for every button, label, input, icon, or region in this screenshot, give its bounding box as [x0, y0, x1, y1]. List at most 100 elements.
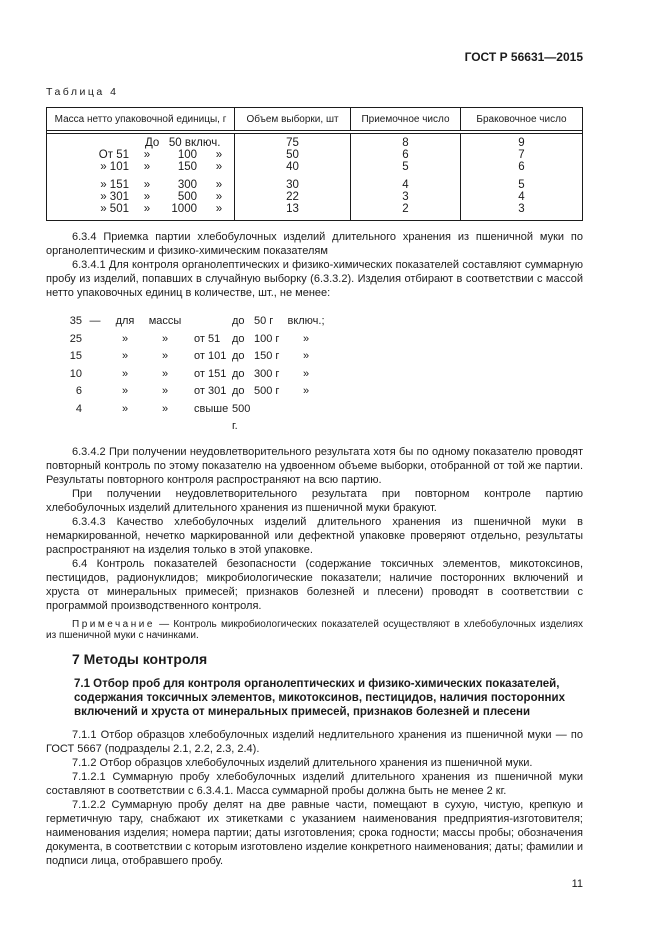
table-body: До 50 включ. От 51 » 100 » » 101 » 150 » » 151… — [47, 134, 582, 220]
table-cell-rejection: 6 — [518, 161, 525, 173]
table-header-rejection: Браковочное число — [476, 113, 567, 125]
table-cell-volume: 22 — [286, 191, 299, 203]
table-column-rejection: 9 7 6 5 4 3 — [461, 134, 582, 220]
ditto-mark: » — [161, 385, 169, 397]
ditto-mark: » — [215, 191, 223, 203]
paragraph-6-3-4: 6.3.4 Приемка партии хлебобулочных издел… — [46, 231, 583, 257]
ditto-mark: » — [161, 332, 169, 345]
table-cell-volume: 75 — [286, 137, 299, 149]
sample-count: 4 — [75, 402, 82, 415]
ditto-mark: » — [121, 350, 129, 362]
table-header-row: Масса нетто упаковочной единицы, г Объем… — [47, 108, 582, 134]
ditto-mark: » — [143, 179, 151, 191]
table-cell-acceptance: 6 — [402, 149, 409, 161]
range-value: 100 г — [254, 332, 280, 345]
table-cell-rejection: 5 — [518, 179, 525, 191]
table-column-mass: До 50 включ. От 51 » 100 » » 101 » 150 » » 151… — [47, 134, 235, 220]
range-value: 500 г — [254, 385, 280, 397]
sampling-row: 6 » » от 301 до 500 г » — [46, 383, 583, 401]
dash — [82, 383, 108, 401]
table-cell-rejection: 4 — [518, 191, 525, 203]
table-cell-volume: 30 — [286, 179, 299, 191]
ditto-mark: » — [215, 149, 223, 161]
paragraph-6-3-4-3: 6.3.4.3 Качество хлебобулочных изделий д… — [46, 515, 583, 556]
table-cell-acceptance: 8 — [402, 137, 409, 149]
ditto-mark: » — [302, 332, 310, 345]
ditto-mark: » — [161, 350, 169, 362]
ditto-mark: » — [121, 402, 129, 415]
paragraph-7-1-1: 7.1.1 Отбор образцов хлебобулочных издел… — [46, 728, 583, 755]
ditto-mark: » — [161, 367, 169, 380]
mass-range-from: » 501 — [100, 203, 129, 215]
sample-count: 6 — [75, 385, 82, 397]
range-value: 300 г — [254, 367, 280, 380]
mass-range-to: 150 — [177, 161, 197, 173]
range-from — [188, 313, 232, 331]
mass-range-to: 300 — [177, 179, 197, 191]
sample-count: 15 — [69, 350, 82, 362]
sample-count: 10 — [69, 367, 82, 380]
sample-count: 35 — [69, 315, 82, 327]
mass-range-from: » 101 — [100, 161, 129, 173]
dash — [82, 401, 108, 436]
ditto-mark: » — [302, 350, 310, 362]
sample-count: 25 — [69, 332, 82, 345]
table-column-volume: 75 50 40 30 22 13 — [235, 134, 351, 220]
table-cell-mass: » 501 » 1000 » — [47, 203, 234, 215]
ditto-mark: » — [161, 402, 169, 415]
range-to-word: до — [232, 385, 245, 397]
ditto-mark: » — [215, 161, 223, 173]
range-to-word: до — [232, 332, 245, 345]
paragraph-7-1-2: 7.1.2 Отбор образцов хлебобулочных издел… — [72, 756, 533, 769]
section-heading-7: 7 Методы контроля — [72, 650, 208, 667]
table-caption: Таблица 4 — [46, 86, 119, 98]
ditto-mark: » — [121, 332, 129, 345]
range-from: от 151 — [194, 367, 227, 380]
paragraph-7-1-2-2: 7.1.2.2 Суммарную пробу делят на две рав… — [46, 798, 584, 867]
table-4: Масса нетто упаковочной единицы, г Объем… — [46, 107, 583, 221]
table-header-acceptance: Приемочное число — [351, 108, 461, 130]
dash — [82, 331, 108, 349]
table-header-mass: Масса нетто упаковочной единицы, г — [47, 108, 235, 130]
table-cell-acceptance: 2 — [402, 203, 409, 215]
note-text: — Контроль микробиологических показателе… — [46, 618, 583, 642]
sampling-row: 10 » » от 151 до 300 г » — [46, 366, 583, 384]
table-cell-volume: 50 — [286, 149, 299, 161]
paragraph-6-3-4-1: 6.3.4.1 Для контроля органолептических и… — [46, 259, 583, 299]
range-to-word: до — [232, 367, 245, 380]
range-from: свыше — [194, 402, 229, 415]
sampling-row: 15 » » от 101 до 150 г » — [46, 348, 583, 366]
dash: — — [89, 315, 101, 327]
table-cell-mass: » 151 » 300 » — [47, 179, 234, 191]
ditto-mark: » — [121, 385, 129, 397]
note-block: Примечание — Контроль микробиологических… — [46, 619, 583, 642]
inclusive-mark: включ.; — [287, 315, 325, 327]
table-cell-mass: » 101 » 150 » — [47, 161, 234, 173]
mass-range-from: От 51 — [98, 149, 129, 161]
list-word: для — [115, 315, 135, 327]
table-cell-acceptance: 3 — [402, 191, 409, 203]
table-cell-rejection: 3 — [518, 203, 525, 215]
table-cell-volume: 40 — [286, 161, 299, 173]
ditto-mark — [284, 401, 328, 436]
table-cell-volume: 13 — [286, 203, 299, 215]
range-value: 150 г — [254, 350, 280, 362]
table-cell-mass: » 301 » 500 » — [47, 191, 234, 203]
paragraph-6-4: 6.4 Контроль показателей безопасности (с… — [46, 557, 583, 612]
mass-range-from: » 301 — [100, 191, 129, 203]
sampling-row: 35 — для массы до 50 г включ.; — [46, 313, 583, 331]
range-to-word: до — [232, 350, 245, 362]
mass-range-to: 100 — [177, 149, 197, 161]
ditto-mark: » — [215, 179, 223, 191]
paragraph-6-3-4-2-cont: При получении неудовлетворительного резу… — [46, 487, 583, 514]
mass-range-to: 500 — [177, 191, 197, 203]
mass-range-from: » 151 — [100, 179, 129, 191]
range-from: от 101 — [194, 350, 227, 362]
range-value: 500 г. — [232, 402, 251, 433]
table-cell-acceptance: 5 — [402, 161, 409, 173]
subsection-heading-7-1: 7.1 Отбор проб для контроля органолептич… — [74, 677, 565, 718]
range-value: 50 г — [254, 315, 274, 327]
table-cell-rejection: 9 — [518, 137, 525, 149]
dash — [82, 348, 108, 366]
table-cell-mass: От 51 » 100 » — [47, 149, 234, 161]
